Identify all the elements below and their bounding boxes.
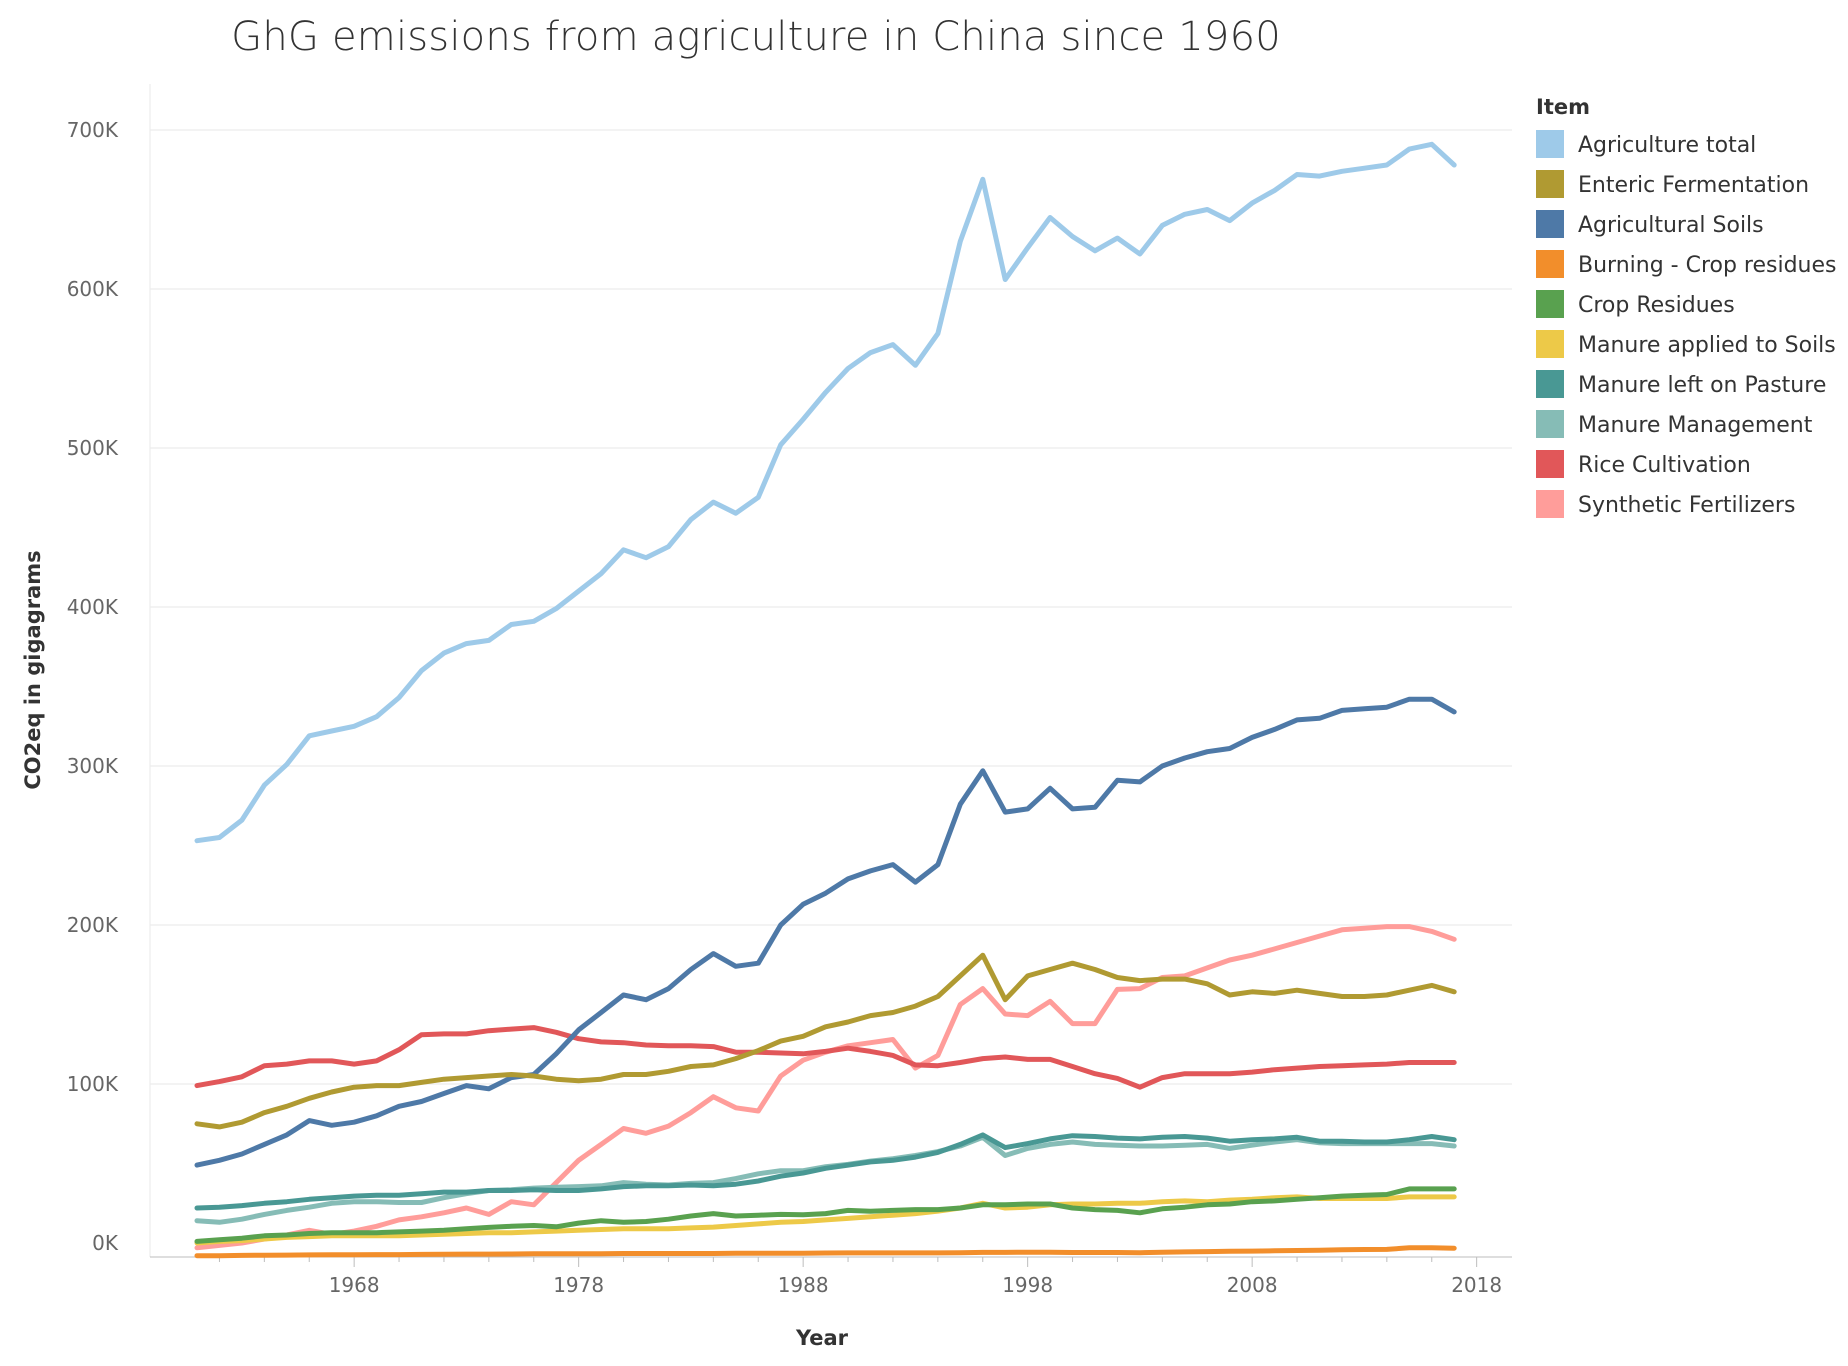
y-tick-label: 100K (67, 1072, 119, 1096)
legend-swatch-crop-residues (1536, 290, 1564, 318)
y-axis-title: CO2eq in gigagrams (21, 550, 45, 789)
legend-title: Item (1536, 95, 1590, 119)
chart-title: GhG emissions from agriculture in China … (231, 14, 1281, 60)
legend-label-crop-residues: Crop Residues (1578, 293, 1735, 318)
series-line-enteric-fermentation (194, 952, 1457, 1130)
legend-swatch-burning-crop-residues (1536, 250, 1564, 278)
x-tick-label: 2008 (1227, 1273, 1278, 1297)
legend-swatch-manure-applied-to-soils (1536, 330, 1564, 358)
x-tick-label: 1978 (553, 1273, 604, 1297)
legend-label-agriculture-total: Agriculture total (1578, 133, 1756, 158)
y-tick-label: 200K (67, 913, 119, 937)
series-line-manure-applied-to-soils (194, 1194, 1457, 1246)
legend-swatch-agricultural-soils (1536, 210, 1564, 238)
x-tick-label: 1968 (329, 1273, 380, 1297)
legend-label-synthetic-fertilizers: Synthetic Fertilizers (1578, 493, 1795, 518)
y-tick-label: 400K (67, 595, 119, 619)
legend-swatch-manure-management (1536, 410, 1564, 438)
y-tick-label: 0K (92, 1231, 119, 1255)
gridlines (149, 84, 1512, 1258)
legend-swatch-manure-left-on-pasture (1536, 370, 1564, 398)
legend-label-manure-left-on-pasture: Manure left on Pasture (1578, 373, 1826, 398)
legend-label-burning-crop-residues: Burning - Crop residues (1578, 253, 1837, 278)
legend-label-rice-cultivation: Rice Cultivation (1578, 453, 1751, 478)
x-tick-label: 1998 (1002, 1273, 1053, 1297)
y-tick-label: 700K (67, 118, 119, 142)
legend-swatch-rice-cultivation (1536, 450, 1564, 478)
series-line-burning-crop-residues (194, 1245, 1457, 1259)
legend-swatch-agriculture-total (1536, 130, 1564, 158)
legend-label-agricultural-soils: Agricultural Soils (1578, 213, 1764, 238)
series-line-rice-cultivation (194, 1025, 1457, 1090)
series-line-agricultural-soils (194, 696, 1457, 1168)
legend-swatch-enteric-fermentation (1536, 170, 1564, 198)
x-axis-title: Year (795, 1326, 849, 1350)
y-axis-ticks: 0K 100K 200K 300K 400K 500K 600K 700K (67, 118, 119, 1255)
legend-label-manure-management: Manure Management (1578, 413, 1813, 438)
legend-swatch-synthetic-fertilizers (1536, 490, 1564, 518)
x-axis: 1968 1978 1988 1998 2008 2018 (218, 1257, 1502, 1297)
x-tick-label: 2018 (1451, 1273, 1502, 1297)
series-line-manure-left-on-pasture (194, 1132, 1457, 1211)
series-line-agriculture-total (194, 141, 1457, 844)
y-tick-label: 600K (67, 277, 119, 301)
series-line-manure-management (194, 1134, 1457, 1225)
y-tick-label: 300K (67, 754, 119, 778)
legend-label-manure-applied-to-soils: Manure applied to Soils (1578, 333, 1836, 358)
series-lines (194, 141, 1457, 1259)
legend: Item Agriculture total Enteric Fermentati… (1536, 95, 1837, 518)
legend-items: Agriculture total Enteric Fermentation Agr… (1536, 130, 1837, 518)
legend-label-enteric-fermentation: Enteric Fermentation (1578, 173, 1809, 198)
y-tick-label: 500K (67, 436, 119, 460)
x-tick-label: 1988 (778, 1273, 829, 1297)
series-line-crop-residues (194, 1186, 1457, 1244)
